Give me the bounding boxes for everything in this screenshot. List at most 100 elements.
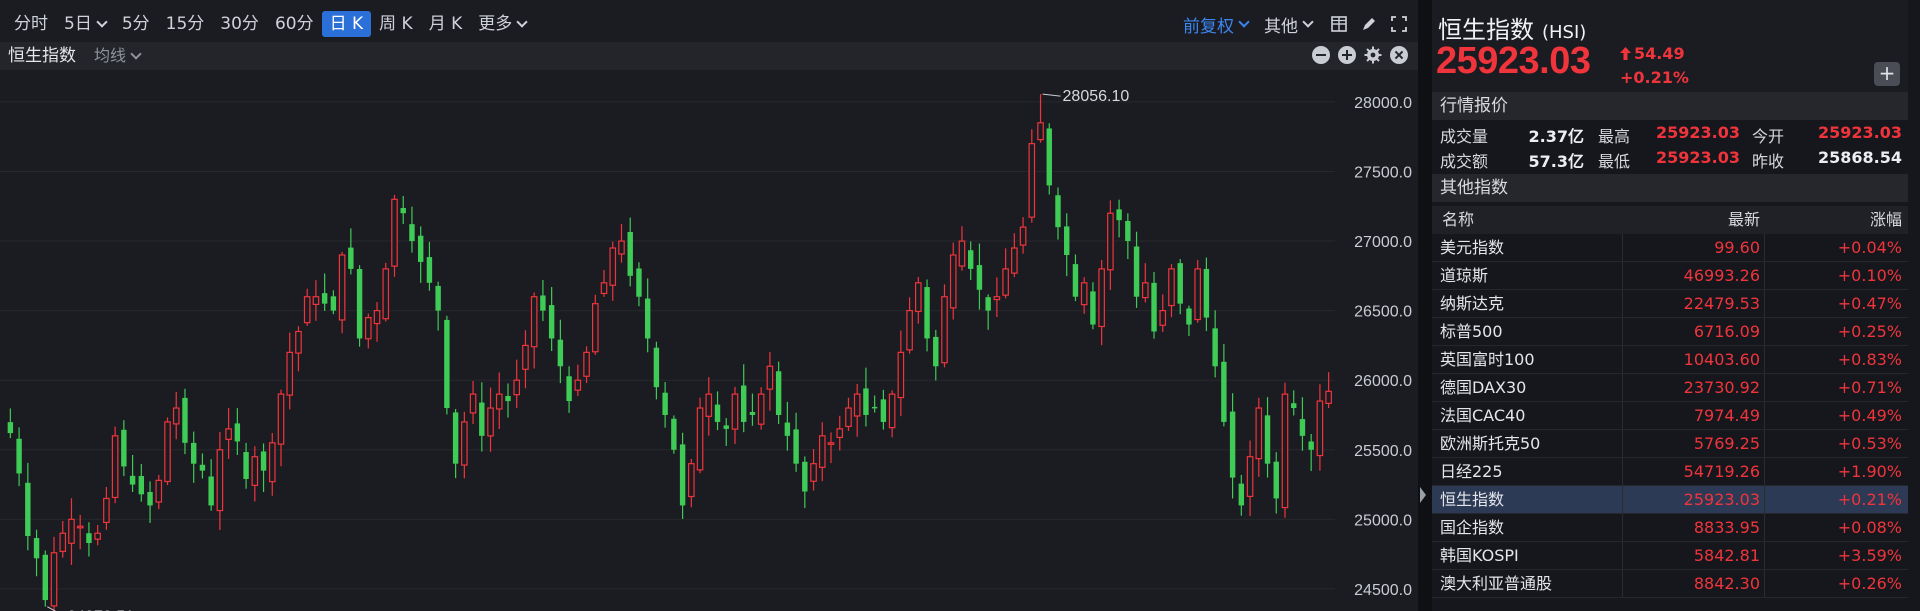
list-item[interactable]: 国企指数 8833.95 +0.08% <box>1432 514 1908 542</box>
index-row-name: 澳大利亚普通股 <box>1440 574 1553 593</box>
candle-down <box>1177 263 1183 304</box>
candle-up <box>303 296 311 324</box>
candlestick-chart[interactable]: 28000.0 27500.0 27000.0 26500.0 26000.0 25500… <box>0 70 1418 611</box>
tab-label: 更多 <box>478 14 513 34</box>
turnover-label: 成交额 <box>1440 152 1489 171</box>
index-row-last: 8833.95 <box>1693 518 1760 537</box>
candle-up <box>949 254 957 309</box>
candle-down <box>1264 415 1271 464</box>
candle-up <box>688 463 695 498</box>
tab-weekly-k[interactable]: 周 K <box>371 11 421 37</box>
column-divider <box>1764 290 1765 317</box>
fullscreen-icon[interactable] <box>1388 13 1410 35</box>
list-item[interactable]: 英国富时100 10403.60 +0.83% <box>1432 346 1908 374</box>
index-row-name: 美元指数 <box>1440 238 1505 257</box>
ma-dropdown[interactable]: 均线 <box>94 42 142 70</box>
list-item[interactable]: 美元指数 99.60 +0.04% <box>1432 234 1908 262</box>
candle-down <box>636 268 642 297</box>
collapse-arrow-icon[interactable] <box>1418 482 1428 508</box>
tab-label: 分时 <box>14 14 48 34</box>
y-tick-label: 25000.0 <box>1354 512 1412 529</box>
index-row-change: +0.83% <box>1837 350 1902 369</box>
column-divider <box>1622 234 1623 261</box>
list-item[interactable]: 道琼斯 46993.26 +0.10% <box>1432 262 1908 290</box>
zoom-out-icon[interactable] <box>1312 46 1330 64</box>
candle-up <box>845 407 852 428</box>
candle-down <box>793 429 799 464</box>
add-watchlist-button[interactable]: + <box>1874 62 1900 86</box>
gear-icon[interactable] <box>1364 46 1382 64</box>
candle-down <box>863 388 869 415</box>
index-row-name: 国企指数 <box>1440 518 1505 537</box>
tab-daily-k[interactable]: 日 K <box>321 11 372 37</box>
grid-layout-icon[interactable] <box>1328 13 1350 35</box>
index-row-name: 德国DAX30 <box>1440 378 1527 397</box>
index-row-name: 欧洲斯托克50 <box>1440 434 1541 453</box>
list-item[interactable]: 标普500 6716.09 +0.25% <box>1432 318 1908 346</box>
list-item[interactable]: 德国DAX30 23730.92 +0.71% <box>1432 374 1908 402</box>
candle-up <box>618 240 625 255</box>
others-table-header: 名称 最新 涨幅 <box>1432 206 1908 234</box>
candle-up <box>338 254 346 321</box>
y-tick-label: 24500.0 <box>1354 582 1412 599</box>
candle-up <box>600 282 608 295</box>
candle-up <box>1028 143 1036 218</box>
annotation-leader <box>1042 93 1061 97</box>
other-dropdown[interactable]: 其他 <box>1256 12 1320 37</box>
list-item[interactable]: 日经225 54719.26 +1.90% <box>1432 458 1908 486</box>
index-row-name: 恒生指数 <box>1440 490 1505 509</box>
tab-label: 60分 <box>274 14 314 34</box>
tab-monthly-k[interactable]: 月 K <box>421 11 471 37</box>
candle-down <box>356 269 363 339</box>
candle-up <box>59 532 67 552</box>
candle-down <box>985 297 991 311</box>
candle-up <box>1325 390 1332 404</box>
index-row-change: +0.47% <box>1837 294 1902 313</box>
column-divider <box>1622 402 1623 429</box>
column-divider <box>1622 514 1623 541</box>
candle-up <box>906 310 913 351</box>
candle-up <box>827 442 835 445</box>
candle-up <box>583 351 590 377</box>
candle-down <box>182 397 188 443</box>
pen-draw-icon[interactable] <box>1358 13 1380 35</box>
tab-label: 30分 <box>220 14 259 34</box>
candle-up <box>731 393 739 430</box>
adjust-dropdown[interactable]: 前复权 <box>1175 12 1256 37</box>
low-label: 最低 <box>1598 152 1631 171</box>
candle-down <box>784 422 791 436</box>
candle-down <box>714 404 721 422</box>
chart-instrument-title: 恒生指数 <box>8 46 76 66</box>
list-item[interactable]: 纳斯达克 22479.53 +0.47% <box>1432 290 1908 318</box>
list-item[interactable]: 澳大利亚普通股 8842.30 +0.26% <box>1432 570 1908 598</box>
close-icon[interactable] <box>1390 46 1408 64</box>
tab-more[interactable]: 更多 <box>470 11 534 37</box>
quote-header: 恒生指数 (HSI) 25923.03 54.49 +0.21% + <box>1432 0 1908 92</box>
tab-5min[interactable]: 5分 <box>114 11 158 37</box>
zoom-in-icon[interactable] <box>1338 46 1356 64</box>
column-divider <box>1764 262 1765 289</box>
candle-up <box>810 463 817 482</box>
candle-up <box>958 240 966 267</box>
tab-5day[interactable]: 5日 <box>56 11 114 37</box>
index-row-last: 10403.60 <box>1683 350 1760 369</box>
column-divider <box>1764 402 1765 429</box>
candle-up <box>897 351 905 399</box>
tab-30min[interactable]: 30分 <box>212 11 267 37</box>
list-item[interactable]: 恒生指数 25923.03 +0.21% <box>1432 486 1908 514</box>
candle-up <box>993 296 1001 301</box>
index-row-change: +0.21% <box>1837 490 1902 509</box>
y-tick-label: 25500.0 <box>1354 443 1412 460</box>
list-item[interactable]: 法国CAC40 7974.49 +0.49% <box>1432 402 1908 430</box>
list-item[interactable]: 韩国KOSPI 5842.81 +3.59% <box>1432 542 1908 570</box>
candle-up <box>915 282 922 313</box>
candle-up <box>766 365 774 390</box>
tab-intraday[interactable]: 分时 <box>6 11 56 37</box>
tab-60min[interactable]: 60分 <box>267 11 322 37</box>
candle-up <box>705 393 713 417</box>
candle-down <box>548 305 555 339</box>
list-item[interactable]: 欧洲斯托克50 5769.25 +0.53% <box>1432 430 1908 458</box>
candle-down <box>627 231 633 276</box>
tab-15min[interactable]: 15分 <box>158 11 213 37</box>
candle-down <box>348 247 354 269</box>
